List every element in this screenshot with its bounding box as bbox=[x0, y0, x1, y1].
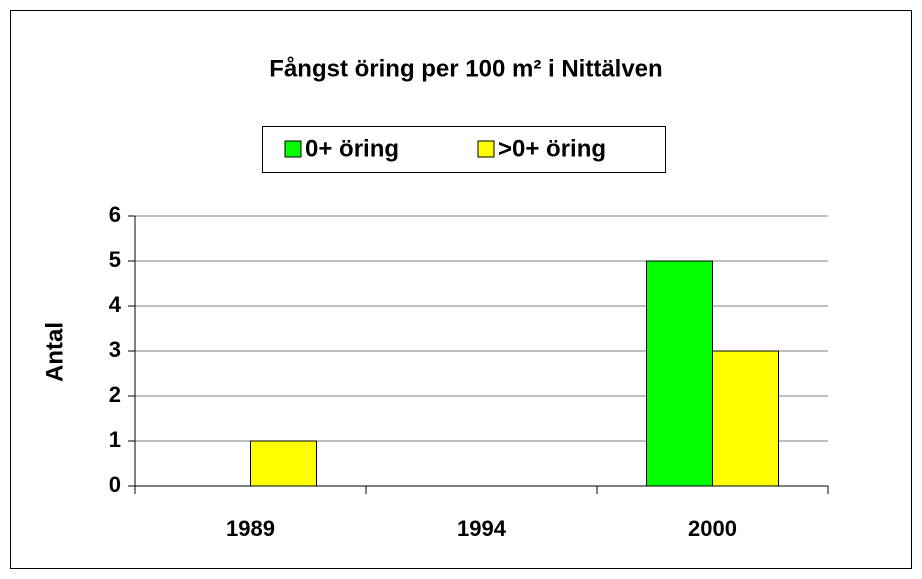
y-tick-label: 6 bbox=[109, 202, 121, 227]
y-tick-label: 1 bbox=[109, 427, 121, 452]
bar bbox=[250, 440, 317, 487]
legend-label: >0+ öring bbox=[498, 135, 606, 162]
legend-label: 0+ öring bbox=[305, 135, 399, 162]
y-tick-label: 3 bbox=[109, 337, 121, 362]
bar bbox=[646, 260, 713, 487]
y-tick-label: 0 bbox=[109, 472, 121, 497]
chart-title: Fångst öring per 100 m² i Nittälven bbox=[269, 55, 662, 82]
y-axis-label: Antal bbox=[41, 322, 68, 382]
y-tick-label: 2 bbox=[109, 382, 121, 407]
x-tick-label: 1989 bbox=[226, 516, 275, 541]
legend-swatch bbox=[477, 140, 495, 158]
bar bbox=[712, 350, 779, 487]
x-tick-label: 1994 bbox=[457, 516, 507, 541]
legend-box bbox=[262, 126, 666, 173]
legend-swatch bbox=[284, 140, 302, 158]
x-tick-label: 2000 bbox=[688, 516, 737, 541]
y-tick-label: 5 bbox=[109, 247, 121, 272]
y-tick-label: 4 bbox=[109, 292, 122, 317]
